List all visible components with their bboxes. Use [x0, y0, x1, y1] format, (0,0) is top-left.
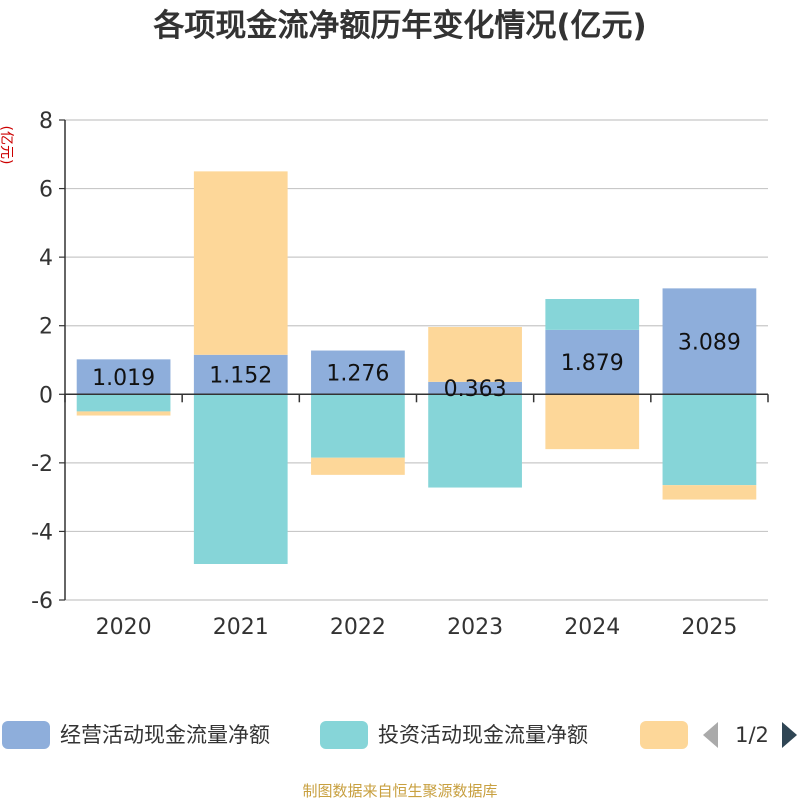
x-tick-label-2022: 2022: [330, 615, 386, 640]
x-axis-ticks: 2020 2021 2022 2023 2024 2025: [96, 615, 738, 640]
legend-pager: 1/2: [703, 722, 797, 748]
grid-lines: [65, 119, 768, 601]
source-note: 制图数据来自恒生聚源数据库: [302, 782, 497, 800]
bar-series2-2022[interactable]: [311, 457, 405, 475]
legend-prev-arrow-icon[interactable]: [703, 722, 718, 748]
legend: 经营活动现金流量净额 投资活动现金流量净额: [2, 721, 688, 749]
data-label-2024: 1.879: [561, 351, 624, 376]
legend-next-arrow-icon[interactable]: [782, 722, 797, 748]
data-labels: 1.019 1.152 1.276 0.363 1.879 3.089: [92, 330, 741, 402]
legend-swatch-1[interactable]: [320, 721, 368, 749]
bar-series2-2025[interactable]: [662, 485, 757, 500]
y-tick-label: 8: [39, 109, 53, 134]
bar-series0-2020[interactable]: [76, 359, 171, 395]
data-label-2025: 3.089: [678, 330, 741, 355]
y-tick-label: 0: [39, 383, 53, 408]
bar-series0-2022[interactable]: [311, 350, 405, 395]
x-tick-label-2020: 2020: [96, 615, 152, 640]
legend-page-indicator: 1/2: [735, 723, 769, 747]
bar-series1-2020[interactable]: [76, 394, 171, 412]
x-tick-label-2025: 2025: [681, 615, 737, 640]
bar-series0-2021[interactable]: [193, 354, 288, 395]
y-tick-label: -2: [31, 452, 53, 477]
data-label-2023: 0.363: [444, 377, 507, 402]
bar-series2-2020[interactable]: [76, 411, 171, 416]
y-tick-label: 4: [39, 246, 53, 271]
bar-series1-2024[interactable]: [545, 299, 640, 330]
y-axis-unit: (亿元): [0, 126, 14, 165]
bar-series0-2025[interactable]: [662, 288, 757, 395]
data-label-2020: 1.019: [92, 366, 155, 391]
y-tick-label: -6: [31, 589, 53, 614]
legend-swatch-2[interactable]: [640, 721, 688, 749]
bar-series0-2024[interactable]: [545, 329, 640, 395]
bar-series2-2021[interactable]: [193, 171, 288, 355]
chart-title: 各项现金流净额历年变化情况(亿元): [152, 8, 646, 44]
data-label-2022: 1.276: [326, 361, 389, 386]
x-tick-label-2023: 2023: [447, 615, 503, 640]
x-tick-label-2024: 2024: [564, 615, 620, 640]
bar-series2-2024[interactable]: [545, 394, 640, 450]
y-axis-ticks: -6 -4 -2 0 2 4 6 8: [31, 109, 65, 614]
legend-label-1[interactable]: 投资活动现金流量净额: [378, 723, 588, 747]
bar-series1-2022[interactable]: [311, 394, 405, 458]
bar-series0-2023[interactable]: [428, 381, 522, 395]
y-tick-label: 2: [39, 315, 53, 340]
legend-swatch-0[interactable]: [2, 721, 50, 749]
bar-series: [76, 171, 757, 564]
data-label-2021: 1.152: [209, 364, 272, 389]
legend-label-0[interactable]: 经营活动现金流量净额: [60, 723, 270, 747]
bar-series1-2025[interactable]: [662, 394, 757, 486]
bar-series2-2023[interactable]: [428, 326, 522, 382]
bar-series1-2021[interactable]: [193, 394, 288, 564]
y-tick-label: -4: [31, 520, 53, 545]
x-tick-label-2021: 2021: [213, 615, 269, 640]
bar-series1-2023[interactable]: [428, 394, 522, 488]
y-tick-label: 6: [39, 178, 53, 203]
axes: [64, 120, 769, 600]
